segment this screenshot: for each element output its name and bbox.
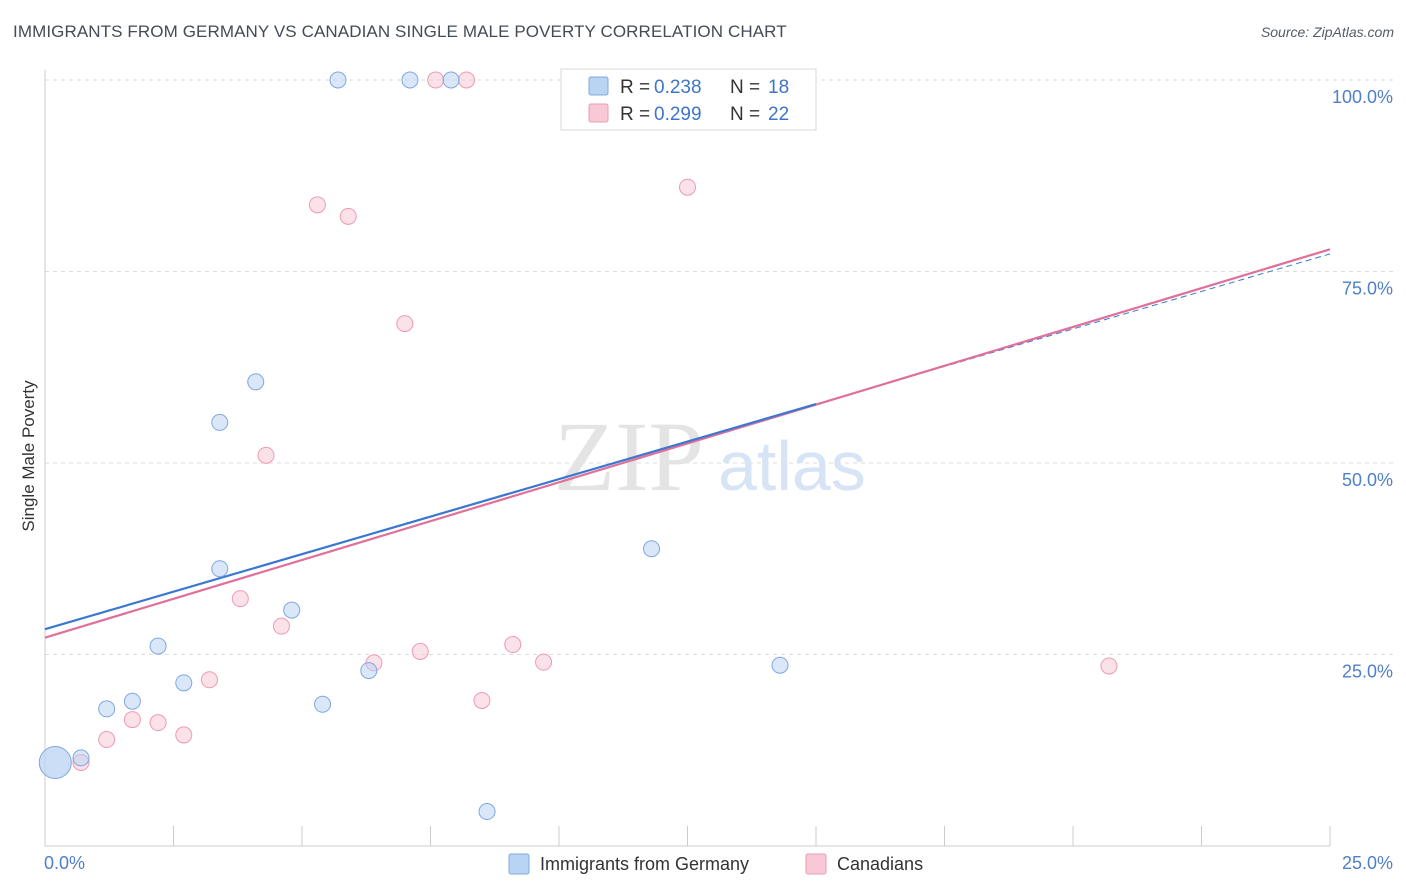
point-germany-12 [360,662,378,680]
point-germany-8 [247,373,265,391]
bottom-legend-label-germany: Immigrants from Germany [540,854,749,874]
legend-r-value-2: 0.299 [654,104,702,125]
point-germany-16 [643,540,661,558]
point-germany-15 [478,803,496,821]
data-points [38,71,1118,821]
legend-r-label-1: R = [620,77,650,98]
bottom-legend-swatch-canadians [805,853,827,875]
bottom-legend-swatch-germany [508,853,530,875]
legend-n-label-1: N = [730,77,760,98]
point-canadians-13 [411,642,429,660]
trend-line-germany [44,402,817,631]
point-germany-10 [314,695,332,713]
point-canadians-16 [473,691,491,709]
legend-r-value-1: 0.238 [654,77,702,98]
point-germany-4 [149,637,167,655]
y-tick-label-25: 25.0% [1342,662,1393,682]
point-canadians-14 [427,71,445,89]
legend-swatch-germany [588,76,609,96]
y-tick-label-100: 100.0% [1332,87,1393,107]
point-germany-11 [329,71,347,89]
bottom-legend-label-canadians: Canadians [837,854,923,874]
point-canadians-17 [504,636,522,654]
point-canadians-7 [257,446,275,464]
legend-n-value-2: 22 [768,104,789,125]
point-canadians-2 [123,711,141,729]
watermark: ZIP atlas [554,401,866,512]
point-germany-0 [38,746,72,780]
y-tick-label-50: 50.0% [1342,470,1393,490]
point-canadians-10 [339,207,357,225]
point-canadians-8 [272,617,290,635]
point-germany-7 [211,560,229,578]
point-canadians-12 [396,315,414,333]
x-ticks [173,826,1331,846]
legend-n-value-1: 18 [768,77,789,98]
stats-legend: R = 0.238 N = 18 R = 0.299 N = 22 [560,68,817,131]
legend-r-label-2: R = [620,104,650,125]
point-canadians-15 [457,71,475,89]
trend-lines [44,248,1331,639]
point-canadians-6 [231,590,249,608]
watermark-atlas: atlas [718,427,866,505]
point-canadians-5 [200,671,218,689]
point-germany-5 [175,674,193,692]
x-tick-label-min: 0.0% [44,853,85,873]
series-legend: Immigrants from Germany Canadians [508,853,923,875]
point-canadians-18 [535,653,553,671]
chart-title: IMMIGRANTS FROM GERMANY VS CANADIAN SING… [13,22,787,41]
point-canadians-4 [175,726,193,744]
legend-swatch-canadians [588,103,609,123]
y-axis-title: Single Male Poverty [19,380,38,532]
point-canadians-9 [308,196,326,214]
point-canadians-19 [679,178,696,196]
y-tick-labels: 25.0% 50.0% 75.0% 100.0% [1332,87,1393,682]
point-canadians-20 [1100,657,1118,675]
point-germany-6 [211,413,229,431]
point-canadians-3 [149,714,167,732]
legend-n-label-2: N = [730,104,760,125]
point-germany-3 [123,692,141,710]
y-tick-label-75: 75.0% [1342,279,1393,299]
point-germany-1 [72,749,90,767]
point-germany-14 [442,71,460,89]
x-tick-label-max: 25.0% [1342,853,1393,873]
trend-line-canadians [44,248,1331,639]
point-germany-9 [283,601,301,619]
point-canadians-1 [98,731,116,749]
gridlines [45,79,1393,655]
watermark-zip: ZIP [554,401,704,512]
point-germany-2 [98,700,116,718]
point-germany-17 [771,656,789,674]
source-credit: Source: ZipAtlas.com [1260,24,1394,40]
point-germany-13 [401,71,419,89]
